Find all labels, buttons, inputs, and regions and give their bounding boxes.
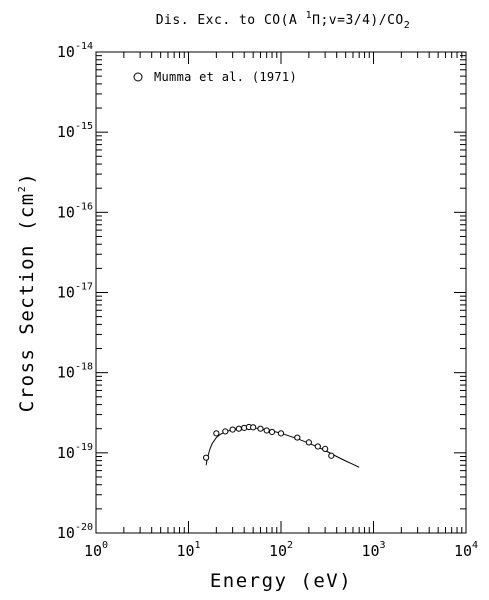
y-tick-label-exponent: -18 xyxy=(75,362,93,373)
y-tick-label-exponent: -20 xyxy=(75,522,93,533)
y-tick-label-exponent: -14 xyxy=(75,41,93,52)
y-tick-label-exponent: -17 xyxy=(75,282,93,293)
legend-label: Mumma et al. (1971) xyxy=(154,70,297,84)
x-tick-label: 100 xyxy=(84,540,108,560)
x-tick-label-base: 10 xyxy=(361,542,379,560)
data-point xyxy=(235,425,242,432)
y-tick-label-base: 10 xyxy=(57,123,75,141)
y-tick-label: 10-20 xyxy=(57,522,93,542)
data-point xyxy=(257,425,264,432)
data-point xyxy=(294,434,301,441)
data-point xyxy=(229,426,236,433)
legend-marker xyxy=(133,72,143,82)
y-axis-label: Cross Section (cm2) xyxy=(16,172,38,412)
chart-title: Dis. Exc. to CO(A 1Π;v=3/4)/CO2 xyxy=(156,10,411,31)
y-tick-label-base: 10 xyxy=(57,524,75,542)
y-tick-label-exponent: -19 xyxy=(75,442,93,453)
y-tick-label: 10-16 xyxy=(57,201,93,221)
data-point xyxy=(263,427,270,434)
data-point xyxy=(314,443,321,450)
plot-frame xyxy=(95,51,467,534)
data-point xyxy=(305,439,312,446)
x-tick-label: 104 xyxy=(454,540,478,560)
data-point xyxy=(213,430,220,437)
data-point xyxy=(322,445,329,452)
x-tick-label-base: 10 xyxy=(269,542,287,560)
x-tick-label: 101 xyxy=(176,540,200,560)
chart-title-greek: Π xyxy=(312,13,320,28)
y-tick-label: 10-14 xyxy=(57,41,93,61)
x-axis-tick-labels: 100 101 102 103 104 xyxy=(84,540,478,560)
chart-title-sup: 1 xyxy=(306,10,313,21)
x-tick-label-base: 10 xyxy=(84,542,102,560)
x-tick-label-exponent: 2 xyxy=(287,540,293,551)
data-point xyxy=(328,452,335,459)
x-tick-label-exponent: 0 xyxy=(102,540,108,551)
chart-title-middle: ;v=3/4)/CO xyxy=(320,13,403,28)
data-point xyxy=(268,428,276,436)
y-tick-label-exponent: -16 xyxy=(75,201,93,212)
chart-title-prefix: Dis. Exc. to CO(A xyxy=(156,13,306,28)
y-axis-label-text: Cross Section (cm xyxy=(16,192,38,412)
y-tick-label: 10-18 xyxy=(57,362,93,382)
x-tick-label: 103 xyxy=(361,540,385,560)
y-tick-label-base: 10 xyxy=(57,364,75,382)
y-tick-label-exponent: -15 xyxy=(75,121,93,132)
y-tick-label-base: 10 xyxy=(57,284,75,302)
data-point xyxy=(203,454,210,461)
data-point xyxy=(277,430,285,437)
y-tick-label-base: 10 xyxy=(57,444,75,462)
x-tick-label-exponent: 1 xyxy=(195,540,201,551)
data-point xyxy=(222,428,229,435)
legend: Mumma et al. (1971) xyxy=(133,70,297,84)
x-tick-label-exponent: 4 xyxy=(472,540,478,551)
y-axis-ticks xyxy=(96,55,466,534)
y-tick-label-base: 10 xyxy=(57,43,75,61)
x-tick-label-base: 10 xyxy=(176,542,194,560)
x-axis-ticks xyxy=(95,52,463,533)
y-axis-label-suffix: ) xyxy=(16,172,38,185)
y-axis-label-sup: 2 xyxy=(17,185,28,193)
x-axis-label: Energy (eV) xyxy=(210,570,352,592)
y-tick-label: 10-19 xyxy=(57,442,93,462)
x-tick-label: 102 xyxy=(269,540,293,560)
chart-title-sub: 2 xyxy=(404,20,411,31)
x-tick-label-base: 10 xyxy=(454,542,472,560)
x-tick-label-exponent: 3 xyxy=(380,540,386,551)
data-point xyxy=(250,424,257,431)
data-points xyxy=(203,423,335,461)
y-tick-label-base: 10 xyxy=(57,203,75,221)
y-tick-label: 10-17 xyxy=(57,282,93,302)
y-tick-label: 10-15 xyxy=(57,121,93,141)
